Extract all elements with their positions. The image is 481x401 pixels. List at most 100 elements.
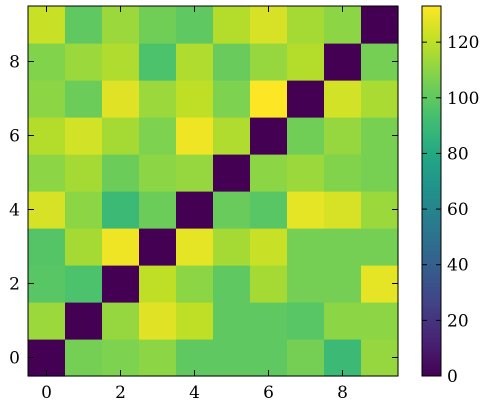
heatmap-cell xyxy=(287,117,325,155)
heatmap-cell xyxy=(139,117,177,155)
colorbar-tick-label: 60 xyxy=(447,200,469,220)
axis-ticks xyxy=(28,6,398,376)
heatmap-cell xyxy=(28,191,66,229)
heatmap-cell xyxy=(102,228,140,266)
heatmap-cell xyxy=(102,154,140,192)
heatmap-cell xyxy=(250,154,288,192)
heatmap-cell xyxy=(287,43,325,81)
heatmap-cell xyxy=(324,191,362,229)
heatmap-cell xyxy=(28,154,66,192)
heatmap-cell xyxy=(250,117,288,155)
heatmap-cell xyxy=(102,265,140,303)
heatmap-cell xyxy=(102,80,140,118)
y-tick-label: 6 xyxy=(9,127,20,147)
heatmap-cell xyxy=(287,154,325,192)
x-tick-label: 4 xyxy=(189,383,200,401)
heatmap-cell xyxy=(213,265,251,303)
x-tick-label: 0 xyxy=(41,383,52,401)
heatmap-cell xyxy=(176,302,214,340)
heatmap-cell xyxy=(102,302,140,340)
heatmap-cell xyxy=(250,80,288,118)
heatmap-cell xyxy=(176,6,214,44)
heatmap-cell xyxy=(213,80,251,118)
heatmap-cell xyxy=(102,6,140,44)
heatmap-cell xyxy=(287,302,325,340)
y-tick-label: 2 xyxy=(9,275,20,295)
x-tick-label: 2 xyxy=(115,383,126,401)
heatmap-cell xyxy=(250,6,288,44)
heatmap-cell xyxy=(65,339,103,377)
heatmap-cell xyxy=(176,43,214,81)
heatmap-cell xyxy=(213,6,251,44)
heatmap-cell xyxy=(65,117,103,155)
heatmap-cell xyxy=(139,43,177,81)
heatmap-cell xyxy=(28,6,66,44)
heatmap-cell xyxy=(250,302,288,340)
heatmap-cell xyxy=(139,228,177,266)
heatmap-cell xyxy=(213,302,251,340)
heatmap-cell xyxy=(28,228,66,266)
heatmap-cell xyxy=(287,228,325,266)
heatmap-cell xyxy=(102,117,140,155)
heatmap-cell xyxy=(28,80,66,118)
heatmap-cell xyxy=(139,6,177,44)
heatmap-cell xyxy=(361,6,399,44)
heatmap-cell xyxy=(324,265,362,303)
colorbar xyxy=(422,6,441,376)
heatmap-cell xyxy=(102,43,140,81)
heatmap-cell xyxy=(287,80,325,118)
heatmap-cell xyxy=(65,302,103,340)
colorbar-tick-label: 20 xyxy=(447,311,469,331)
heatmap-cell xyxy=(139,265,177,303)
heatmap-cell xyxy=(65,80,103,118)
heatmap-cell xyxy=(287,339,325,377)
heatmap-cell xyxy=(213,228,251,266)
heatmap-cell xyxy=(65,265,103,303)
colorbar-tick-label: 80 xyxy=(447,144,469,164)
heatmap-cell xyxy=(139,154,177,192)
heatmap-cell xyxy=(324,43,362,81)
heatmap-cell xyxy=(250,265,288,303)
heatmap-cell xyxy=(287,191,325,229)
colorbar-frame xyxy=(421,5,442,377)
heatmap-cell xyxy=(324,6,362,44)
heatmap-cell xyxy=(324,80,362,118)
heatmap-cell xyxy=(65,191,103,229)
heatmap-cell xyxy=(287,265,325,303)
heatmap-cell xyxy=(250,228,288,266)
heatmap-cell xyxy=(287,6,325,44)
heatmap-cell xyxy=(176,154,214,192)
heatmap-cell xyxy=(139,80,177,118)
heatmap-cell xyxy=(324,228,362,266)
heatmap-cell xyxy=(176,265,214,303)
colorbar-ticks xyxy=(422,41,441,377)
plot-frame xyxy=(27,5,399,377)
y-tick-label: 8 xyxy=(9,53,20,73)
heatmap-cell xyxy=(28,302,66,340)
heatmap-cell xyxy=(324,117,362,155)
heatmap-cell xyxy=(324,302,362,340)
heatmap-cell xyxy=(361,228,399,266)
y-tick-label: 4 xyxy=(9,201,20,221)
heatmap-cell xyxy=(213,339,251,377)
heatmap-cell xyxy=(176,191,214,229)
heatmap-cell xyxy=(250,191,288,229)
heatmap-cell xyxy=(213,117,251,155)
heatmap-cell xyxy=(213,154,251,192)
heatmap-cell xyxy=(102,191,140,229)
heatmap-cell xyxy=(28,265,66,303)
heatmap-cell xyxy=(176,80,214,118)
heatmap-cell xyxy=(139,302,177,340)
heatmap-cell xyxy=(65,6,103,44)
heatmap-cell xyxy=(250,43,288,81)
colorbar-tick-label: 120 xyxy=(447,33,479,53)
heatmap-cell xyxy=(324,154,362,192)
heatmap-cell xyxy=(361,80,399,118)
heatmap-cell xyxy=(361,302,399,340)
colorbar-tick-label: 100 xyxy=(447,89,479,109)
y-tick-label: 0 xyxy=(9,349,20,369)
heatmap-cell xyxy=(176,228,214,266)
heatmap-cell xyxy=(139,339,177,377)
heatmap-cell xyxy=(65,43,103,81)
